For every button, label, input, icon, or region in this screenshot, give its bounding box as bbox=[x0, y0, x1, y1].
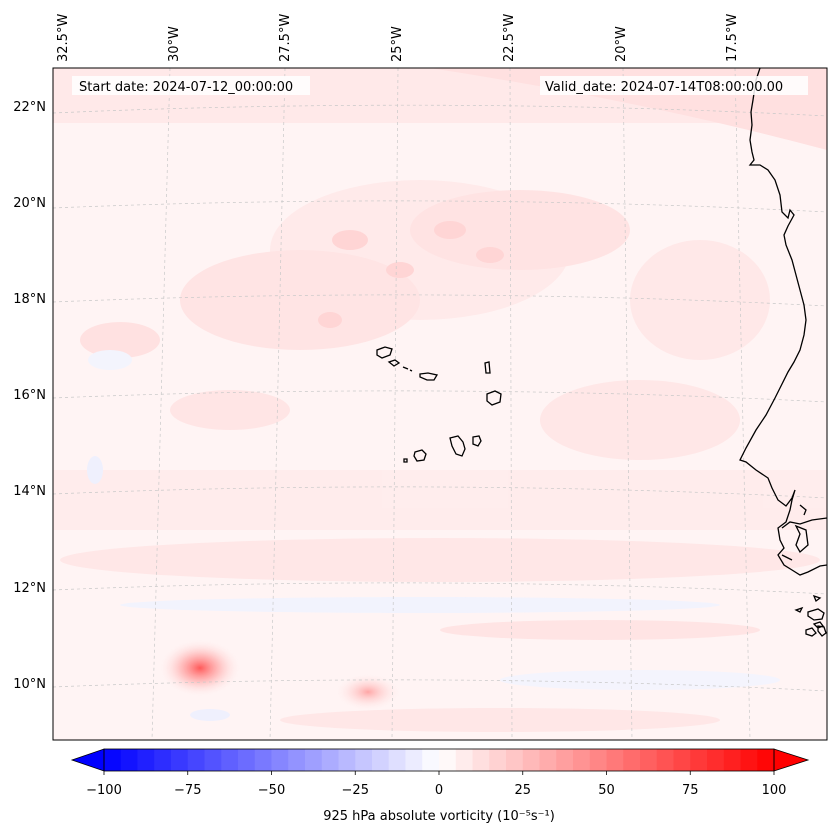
colorbar-cell bbox=[539, 749, 557, 771]
colorbar-cell bbox=[723, 749, 741, 771]
colorbar-cell bbox=[388, 749, 406, 771]
colorbar-cell bbox=[573, 749, 591, 771]
lat-label: 16°N bbox=[13, 388, 46, 403]
lat-label: 20°N bbox=[13, 196, 46, 211]
colorbar-tick-label: −100 bbox=[86, 783, 122, 798]
colorbar-cell bbox=[372, 749, 390, 771]
lat-label: 14°N bbox=[13, 484, 46, 499]
colorbar-cell bbox=[506, 749, 524, 771]
colorbar-cell bbox=[656, 749, 674, 771]
colorbar-tick-label: 0 bbox=[435, 783, 443, 798]
colorbar-cell bbox=[321, 749, 339, 771]
colorbar-cell bbox=[171, 749, 189, 771]
lat-label: 22°N bbox=[13, 100, 46, 115]
colorbar-tick-label: 75 bbox=[682, 783, 699, 798]
map-panel: Start date: 2024-07-12_00:00:00 Valid_da… bbox=[53, 68, 827, 740]
colorbar-cell bbox=[305, 749, 323, 771]
colorbar-max-extension bbox=[773, 748, 810, 772]
colorbar-cell bbox=[439, 749, 457, 771]
coast-bay-detail bbox=[781, 504, 827, 561]
colorbar-cell bbox=[673, 749, 691, 771]
colorbar-cell bbox=[690, 749, 708, 771]
lon-label: 17.5°W bbox=[725, 14, 740, 62]
colorbar-cell bbox=[104, 749, 122, 771]
lon-label: 27.5°W bbox=[278, 14, 293, 62]
start-date-label: Start date: 2024-07-12_00:00:00 bbox=[79, 80, 293, 95]
colorbar-cell bbox=[154, 749, 172, 771]
colorbar-cell bbox=[640, 749, 658, 771]
valid-date-label: Valid_date: 2024-07-14T08:00:00.00 bbox=[545, 80, 783, 95]
colorbar-cells bbox=[104, 749, 775, 771]
colorbar: −100 −75 −50 −25 0 25 50 75 100 925 hPa … bbox=[70, 748, 810, 824]
colorbar-cell bbox=[489, 749, 507, 771]
colorbar-cell bbox=[472, 749, 490, 771]
colorbar-cell bbox=[707, 749, 725, 771]
gridlines bbox=[53, 68, 827, 740]
colorbar-cell bbox=[522, 749, 540, 771]
colorbar-cell bbox=[355, 749, 373, 771]
colorbar-tick-label: 100 bbox=[762, 783, 787, 798]
colorbar-cell bbox=[254, 749, 272, 771]
colorbar-label: 925 hPa absolute vorticity (10⁻⁵s⁻¹) bbox=[323, 809, 555, 824]
colorbar-tick-label: −75 bbox=[174, 783, 201, 798]
west-africa-coastline bbox=[739, 68, 827, 576]
guinea-islands bbox=[794, 594, 827, 637]
colorbar-tick-label: 50 bbox=[598, 783, 615, 798]
colorbar-cell bbox=[271, 749, 289, 771]
colorbar-min-extension bbox=[70, 748, 105, 772]
colorbar-cell bbox=[455, 749, 473, 771]
colorbar-cell bbox=[589, 749, 607, 771]
colorbar-tick-label: −50 bbox=[258, 783, 285, 798]
colorbar-cell bbox=[338, 749, 356, 771]
colorbar-cell bbox=[740, 749, 758, 771]
colorbar-tick-labels: −100 −75 −50 −25 0 25 50 75 100 bbox=[86, 783, 786, 798]
date-header bbox=[72, 76, 808, 95]
colorbar-cell bbox=[623, 749, 641, 771]
lat-label: 18°N bbox=[13, 292, 46, 307]
lon-label: 25°W bbox=[390, 26, 405, 62]
colorbar-ticks bbox=[103, 771, 775, 775]
lon-label: 20°W bbox=[614, 26, 629, 62]
lon-label: 30°W bbox=[167, 26, 182, 62]
latitude-labels: 22°N 20°N 18°N 16°N 14°N 12°N 10°N bbox=[13, 100, 46, 692]
longitude-labels: 32.5°W 30°W 27.5°W 25°W 22.5°W 20°W 17.5… bbox=[56, 14, 740, 62]
colorbar-cell bbox=[221, 749, 239, 771]
lat-label: 12°N bbox=[13, 581, 46, 596]
lat-label: 10°N bbox=[13, 677, 46, 692]
map-frame bbox=[52, 67, 828, 741]
colorbar-cell bbox=[204, 749, 222, 771]
colorbar-cell bbox=[405, 749, 423, 771]
cape-verde-islands bbox=[376, 346, 502, 463]
colorbar-cell bbox=[757, 749, 775, 771]
colorbar-cell bbox=[288, 749, 306, 771]
colorbar-cell bbox=[238, 749, 256, 771]
lon-label: 22.5°W bbox=[502, 14, 517, 62]
colorbar-cell bbox=[137, 749, 155, 771]
colorbar-cell bbox=[120, 749, 138, 771]
colorbar-tick-label: 25 bbox=[514, 783, 531, 798]
lon-label: 32.5°W bbox=[56, 14, 71, 62]
colorbar-cell bbox=[187, 749, 205, 771]
colorbar-tick-label: −25 bbox=[342, 783, 369, 798]
colorbar-cell bbox=[606, 749, 624, 771]
colorbar-cell bbox=[422, 749, 440, 771]
colorbar-cell bbox=[556, 749, 574, 771]
